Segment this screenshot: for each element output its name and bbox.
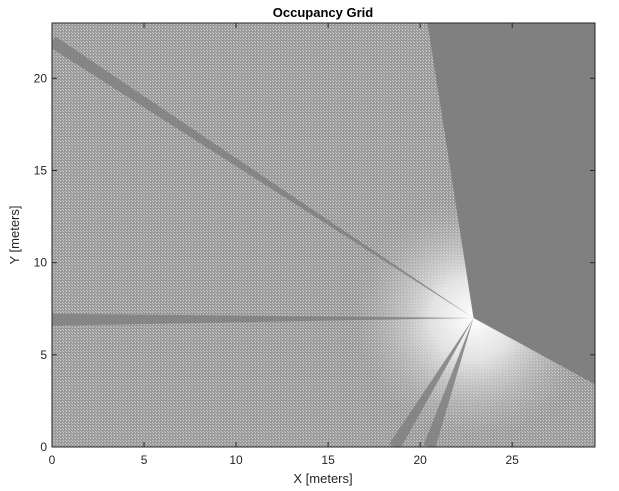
- y-axis-label: Y [meters]: [7, 205, 22, 264]
- x-axis: 0 5 10 15 20 25: [49, 23, 519, 467]
- chart-title: Occupancy Grid: [273, 5, 373, 20]
- occluded-ray-2: [52, 313, 474, 326]
- x-tick-label: 5: [141, 453, 148, 467]
- x-tick-label: 0: [49, 453, 56, 467]
- y-tick-label: 10: [34, 256, 48, 270]
- y-tick-label: 20: [34, 71, 48, 85]
- x-tick-label: 10: [229, 453, 243, 467]
- y-tick-label: 15: [34, 163, 48, 177]
- y-tick-label: 5: [40, 348, 47, 362]
- y-axis: 0 5 10 15 20: [34, 71, 595, 454]
- x-tick-label: 20: [413, 453, 427, 467]
- x-tick-label: 15: [321, 453, 335, 467]
- plot-frame: [51, 22, 596, 448]
- occluded-ray-1: [52, 36, 474, 318]
- x-axis-label: X [meters]: [293, 471, 352, 486]
- y-tick-label: 0: [40, 440, 47, 454]
- occluded-ray-3: [389, 317, 474, 447]
- occluded-ray-4: [423, 317, 474, 447]
- x-tick-label: 25: [505, 453, 519, 467]
- unknown-region: [427, 23, 595, 385]
